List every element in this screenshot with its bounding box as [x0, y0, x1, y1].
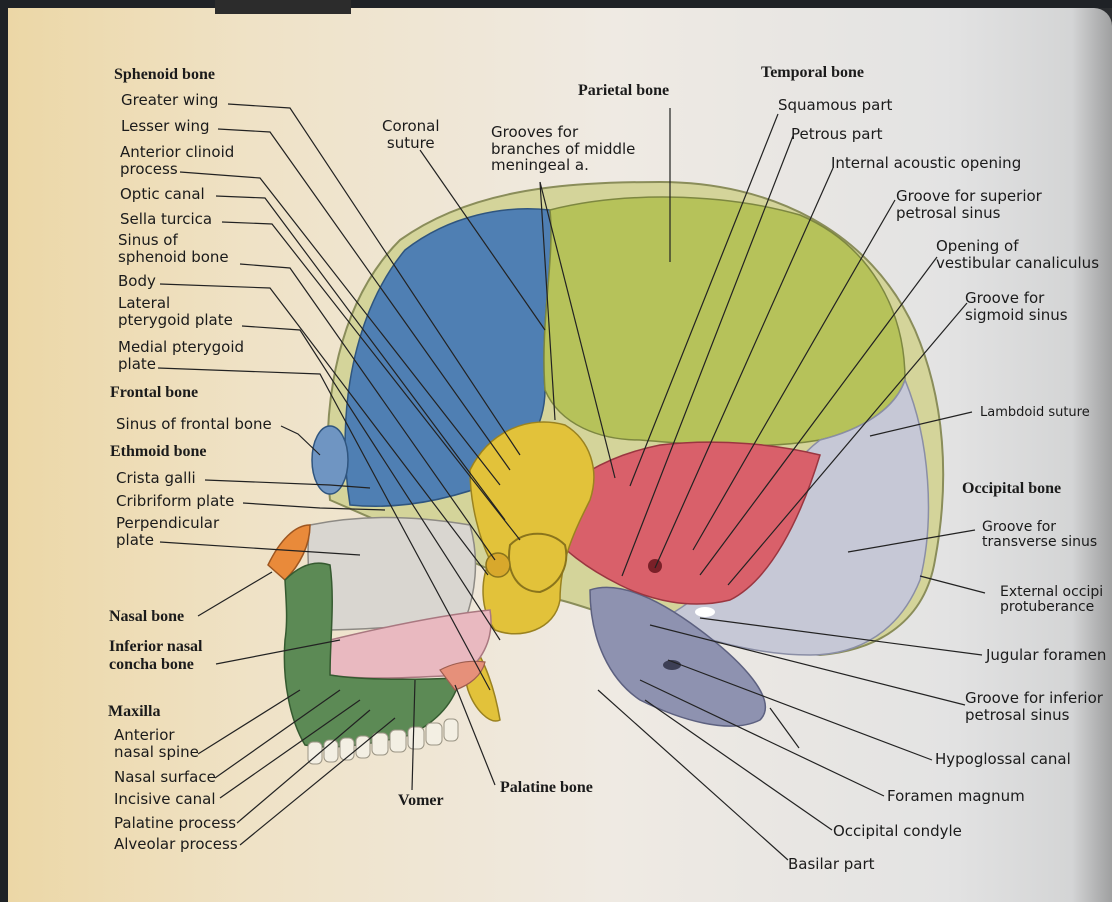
label-optic-canal: Optic canal [120, 185, 205, 203]
frontal-sinus-shape [311, 425, 349, 495]
label-parietal-bone: Parietal bone [578, 82, 670, 99]
label-jugular-foramen: Jugular foramen [986, 646, 1107, 664]
parietal-bone-shape [543, 196, 906, 447]
label-groove-inferior-petrosal-sinus: Groove for inferior petrosal sinus [965, 689, 1103, 724]
label-foramen-magnum: Foramen magnum [887, 787, 1025, 805]
label-groove-transverse-sinus: Groove for transverse sinus [982, 519, 1098, 551]
temporal-bone-shape [539, 441, 821, 605]
vomer-shape [329, 609, 492, 679]
nasal-bone-shape [267, 524, 311, 582]
label-squamous-part: Squamous part [778, 96, 893, 114]
label-occipital-bone: Occipital bone [962, 480, 1062, 497]
internal-acoustic-opening-shape [648, 559, 662, 573]
label-groove-sigmoid-sinus: Groove for sigmoid sinus [965, 289, 1068, 324]
label-alveolar-process: Alveolar process [114, 835, 238, 853]
maxilla-shape [283, 562, 461, 748]
label-nasal-bone: Nasal bone [109, 608, 185, 625]
label-anterior-nasal-spine: Anterior nasal spine [114, 726, 199, 761]
label-groove-superior-petrosal-sinus: Groove for superior petrosal sinus [896, 187, 1042, 222]
label-medial-pterygoid-plate: Medial pterygoid plate [118, 338, 245, 373]
jugular-foramen-shape [695, 607, 715, 617]
label-coronal-suture: Coronal suture [382, 117, 440, 152]
label-sphenoid-bone: Sphenoid bone [114, 66, 215, 83]
label-palatine-process: Palatine process [114, 814, 237, 832]
leader-lines [157, 103, 986, 861]
label-opening-vestibular-canaliculus: Opening of vestibular canaliculus [936, 237, 1100, 272]
label-internal-acoustic-opening: Internal acoustic opening [831, 154, 1022, 172]
label-grooves-middle-meningeal: Grooves for branches of middle meningeal… [491, 123, 636, 174]
palatine-bone-shape [439, 660, 486, 691]
label-temporal-bone: Temporal bone [761, 64, 864, 81]
label-frontal-bone: Frontal bone [110, 384, 199, 401]
label-sinus-of-frontal-bone: Sinus of frontal bone [116, 415, 272, 433]
label-basilar-part: Basilar part [788, 855, 875, 873]
label-perpendicular-plate: Perpendicular plate [116, 514, 220, 549]
sella-turcica-shape [508, 532, 568, 594]
label-cribriform-plate: Cribriform plate [116, 492, 235, 510]
basilar-occipital-shape [589, 586, 767, 727]
label-lambdoid-suture: Lambdoid suture [980, 405, 1090, 420]
label-anterior-clinoid-process: Anterior clinoid process [120, 143, 235, 178]
label-occipital-condyle: Occipital condyle [833, 822, 962, 840]
label-maxilla: Maxilla [108, 703, 161, 720]
label-crista-galli: Crista galli [116, 469, 196, 487]
header-tab [215, 0, 351, 14]
label-sella-turcica: Sella turcica [120, 210, 213, 228]
label-external-occipital-protuberance: External occipi protuberance [1000, 584, 1104, 616]
sphenoid-sinus-shape [485, 552, 511, 578]
label-hypoglossal-canal: Hypoglossal canal [935, 750, 1071, 768]
label-ethmoid-bone: Ethmoid bone [110, 443, 207, 460]
label-incisive-canal: Incisive canal [114, 790, 216, 808]
label-palatine-bone: Palatine bone [500, 779, 593, 796]
ethmoid-bone-shape [307, 516, 477, 631]
label-vomer: Vomer [398, 792, 444, 809]
label-lateral-pterygoid-plate: Lateral pterygoid plate [118, 294, 233, 329]
label-inferior-nasal-concha-bone: Inferior nasal concha bone [109, 638, 203, 673]
label-lesser-wing: Lesser wing [121, 117, 210, 135]
page-curl-shadow [1072, 8, 1112, 902]
label-greater-wing: Greater wing [121, 91, 219, 109]
label-body: Body [118, 272, 156, 290]
label-nasal-surface: Nasal surface [114, 768, 216, 786]
hypoglossal-canal-shape [663, 660, 681, 670]
label-petrous-part: Petrous part [791, 125, 883, 143]
label-sinus-of-sphenoid-bone: Sinus of sphenoid bone [118, 231, 229, 266]
